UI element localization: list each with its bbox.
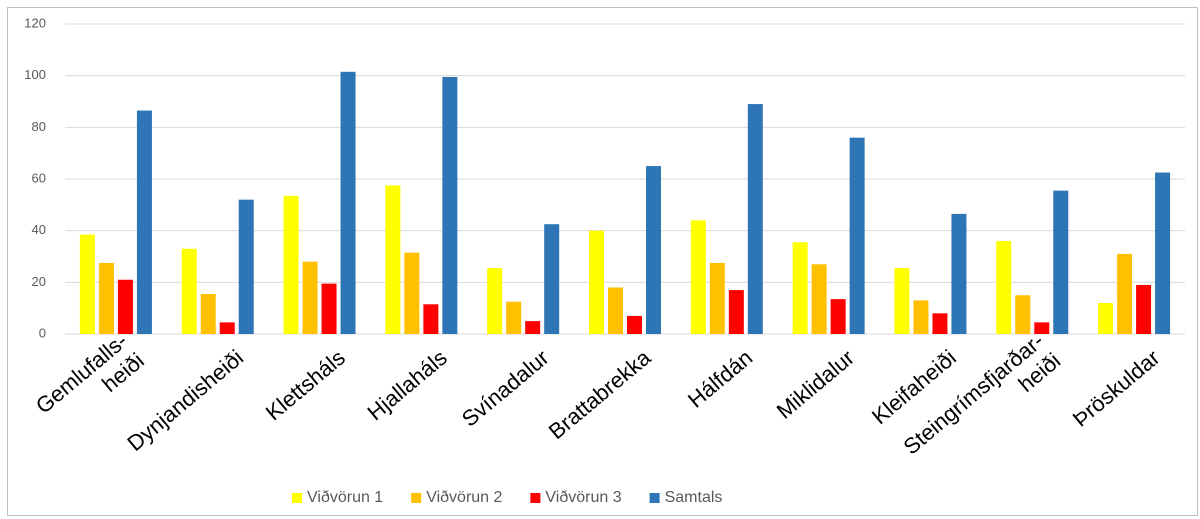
bar: [219, 322, 235, 334]
bar: [690, 220, 706, 334]
bar: [340, 71, 356, 335]
bar: [136, 110, 152, 335]
bar: [913, 300, 929, 334]
bar: [544, 224, 560, 334]
y-tick-label: 20: [32, 274, 46, 289]
bar: [321, 283, 337, 334]
legend-label: Viðvörun 2: [426, 489, 502, 506]
bar: [1053, 190, 1069, 334]
bar: [238, 199, 254, 334]
y-tick-label: 0: [39, 325, 46, 340]
bar: [404, 252, 420, 334]
bar: [608, 287, 623, 334]
legend-label: Viðvörun 1: [307, 489, 383, 506]
bar: [385, 185, 401, 334]
legend-swatch: [411, 493, 422, 503]
legend-label: Viðvörun 3: [545, 489, 621, 506]
bar: [627, 315, 642, 334]
bar: [830, 299, 846, 334]
bar: [811, 264, 827, 334]
legend-swatch: [530, 493, 541, 503]
bar: [302, 261, 318, 334]
bar: [951, 213, 967, 334]
bar: [1098, 303, 1114, 334]
legend-label: Samtals: [665, 489, 723, 506]
bar: [283, 195, 299, 334]
bar: [1015, 295, 1031, 334]
bar: [506, 301, 522, 334]
bar: [1136, 284, 1152, 334]
y-tick-label: 40: [32, 222, 46, 237]
bar: [747, 104, 763, 334]
bar: [646, 166, 661, 334]
bar: [792, 242, 808, 334]
bar: [98, 262, 114, 334]
bar: [996, 241, 1012, 334]
bar: [728, 290, 744, 334]
legend-swatch: [292, 493, 302, 503]
bar: [117, 279, 133, 334]
bar: [487, 268, 503, 334]
legend-swatch: [649, 493, 660, 503]
bar: [79, 234, 95, 334]
bar: [589, 230, 604, 334]
y-tick-label: 80: [32, 119, 46, 134]
bar: [932, 313, 948, 334]
bar: [1034, 322, 1050, 334]
bar: [709, 262, 725, 334]
bar: [1117, 253, 1133, 334]
bar: [1155, 172, 1171, 334]
bar: [181, 248, 197, 334]
bar: [423, 304, 439, 334]
bar: [894, 268, 910, 334]
bar: [200, 293, 216, 334]
bar: [442, 76, 458, 334]
y-tick-label: 60: [32, 170, 46, 185]
y-tick-label: 100: [24, 67, 46, 82]
y-tick-label: 120: [24, 15, 46, 30]
bar: [849, 137, 865, 334]
bar: [525, 321, 541, 334]
